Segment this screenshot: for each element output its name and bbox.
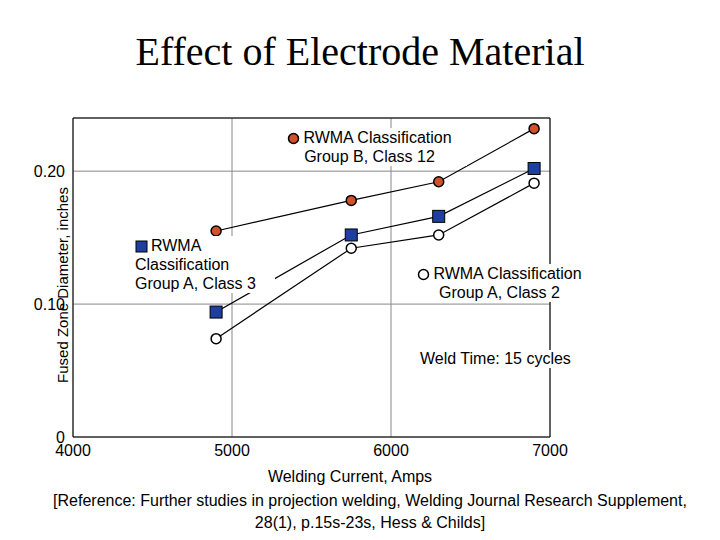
svg-text:6000: 6000	[373, 442, 409, 459]
svg-text:0.20: 0.20	[34, 163, 65, 180]
svg-text:0: 0	[56, 429, 65, 446]
svg-text:5000: 5000	[214, 442, 250, 459]
svg-text:7000: 7000	[532, 442, 568, 459]
